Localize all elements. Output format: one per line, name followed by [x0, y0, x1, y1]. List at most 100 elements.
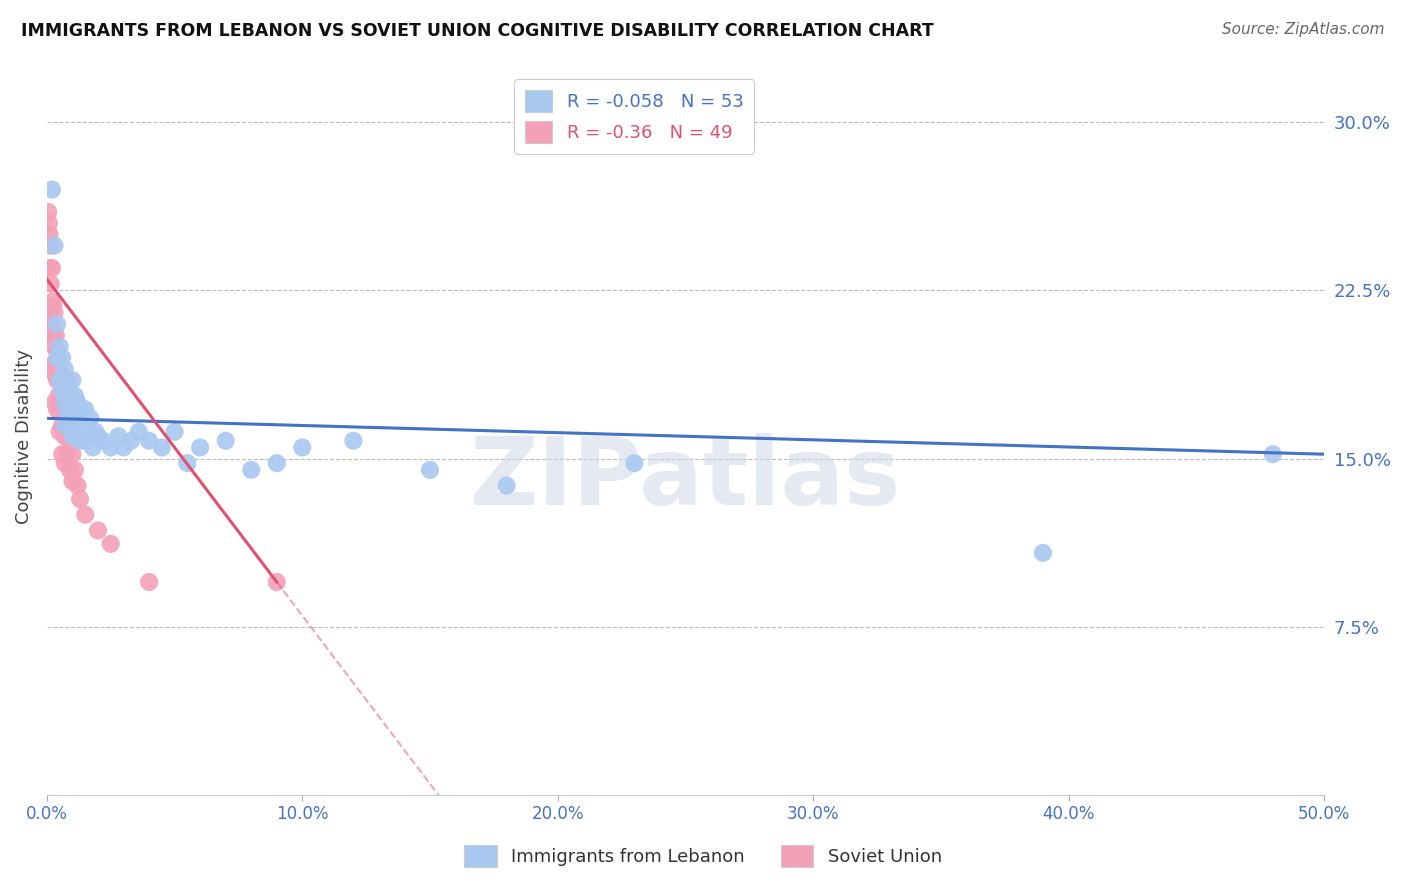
Point	[69, 402, 91, 417]
Point	[62, 474, 84, 488]
Point	[56, 407, 79, 421]
Point	[215, 434, 238, 448]
Point	[150, 441, 173, 455]
Point	[38, 261, 60, 276]
Y-axis label: Cognitive Disability: Cognitive Disability	[15, 349, 32, 524]
Point	[75, 434, 97, 448]
Point	[48, 367, 70, 381]
Point	[138, 434, 160, 448]
Point	[41, 362, 63, 376]
Point	[240, 463, 263, 477]
Point	[44, 238, 66, 252]
Point	[291, 441, 314, 455]
Point	[42, 299, 65, 313]
Point	[51, 418, 73, 433]
Point	[51, 351, 73, 365]
Point	[38, 306, 60, 320]
Point	[59, 463, 82, 477]
Point	[66, 429, 89, 443]
Point	[62, 395, 84, 409]
Point	[138, 574, 160, 589]
Point	[107, 429, 129, 443]
Point	[66, 395, 89, 409]
Point	[75, 402, 97, 417]
Text: ZIPatlas: ZIPatlas	[470, 434, 901, 525]
Point	[82, 441, 104, 455]
Point	[44, 395, 66, 409]
Point	[53, 395, 76, 409]
Point	[100, 537, 122, 551]
Point	[48, 425, 70, 439]
Point	[48, 358, 70, 372]
Point	[44, 340, 66, 354]
Point	[41, 328, 63, 343]
Point	[62, 429, 84, 443]
Point	[45, 358, 67, 372]
Point	[76, 418, 98, 433]
Point	[41, 294, 63, 309]
Point	[72, 411, 94, 425]
Point	[63, 389, 86, 403]
Point	[419, 463, 441, 477]
Point	[53, 418, 76, 433]
Legend: Immigrants from Lebanon, Soviet Union: Immigrants from Lebanon, Soviet Union	[457, 838, 949, 874]
Point	[59, 434, 82, 448]
Point	[56, 447, 79, 461]
Point	[56, 418, 79, 433]
Point	[128, 425, 150, 439]
Point	[53, 429, 76, 443]
Point	[66, 478, 89, 492]
Point	[46, 351, 69, 365]
Point	[69, 434, 91, 448]
Point	[39, 238, 62, 252]
Point	[46, 344, 69, 359]
Point	[100, 441, 122, 455]
Point	[44, 306, 66, 320]
Point	[176, 456, 198, 470]
Text: IMMIGRANTS FROM LEBANON VS SOVIET UNION COGNITIVE DISABILITY CORRELATION CHART: IMMIGRANTS FROM LEBANON VS SOVIET UNION …	[21, 22, 934, 40]
Point	[342, 434, 364, 448]
Point	[188, 441, 211, 455]
Point	[91, 434, 114, 448]
Point	[53, 456, 76, 470]
Point	[45, 328, 67, 343]
Point	[39, 317, 62, 331]
Point	[48, 373, 70, 387]
Point	[37, 205, 59, 219]
Point	[62, 373, 84, 387]
Point	[46, 373, 69, 387]
Point	[63, 418, 86, 433]
Point	[44, 367, 66, 381]
Point	[48, 389, 70, 403]
Point	[87, 429, 110, 443]
Point	[1032, 546, 1054, 560]
Point	[87, 524, 110, 538]
Point	[38, 227, 60, 242]
Point	[59, 418, 82, 433]
Point	[48, 395, 70, 409]
Point	[51, 384, 73, 399]
Point	[112, 441, 135, 455]
Point	[59, 384, 82, 399]
Point	[46, 317, 69, 331]
Point	[51, 447, 73, 461]
Point	[48, 340, 70, 354]
Point	[163, 425, 186, 439]
Point	[69, 491, 91, 506]
Point	[41, 183, 63, 197]
Point	[495, 478, 517, 492]
Point	[120, 434, 142, 448]
Point	[56, 373, 79, 387]
Point	[266, 456, 288, 470]
Point	[266, 574, 288, 589]
Point	[84, 425, 107, 439]
Point	[51, 389, 73, 403]
Point	[46, 402, 69, 417]
Text: Source: ZipAtlas.com: Source: ZipAtlas.com	[1222, 22, 1385, 37]
Point	[75, 508, 97, 522]
Point	[53, 402, 76, 417]
Point	[41, 261, 63, 276]
Legend: R = -0.058   N = 53, R = -0.36   N = 49: R = -0.058 N = 53, R = -0.36 N = 49	[515, 79, 755, 154]
Point	[38, 216, 60, 230]
Point	[42, 358, 65, 372]
